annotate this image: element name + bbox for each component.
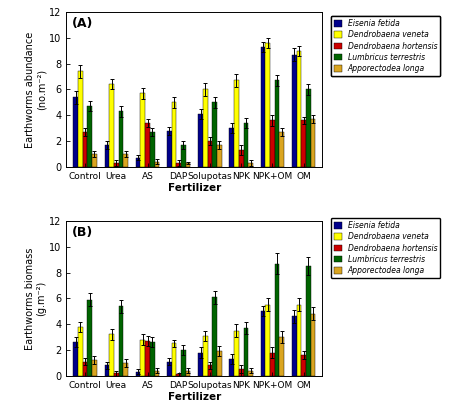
Bar [114, 163, 118, 167]
Y-axis label: Earthworms biomass
(g.m⁻²): Earthworms biomass (g.m⁻²) [25, 247, 46, 349]
Bar [186, 163, 191, 167]
Bar [123, 363, 128, 376]
Bar [265, 305, 270, 376]
Bar [92, 360, 97, 376]
Bar [310, 119, 315, 167]
Bar [297, 51, 301, 167]
Bar [114, 373, 118, 376]
Bar [208, 141, 212, 167]
X-axis label: Fertilizer: Fertilizer [168, 183, 221, 194]
Bar [265, 43, 270, 167]
Bar [212, 102, 217, 167]
Bar [208, 365, 212, 376]
Bar [73, 97, 78, 167]
Bar [234, 330, 239, 376]
Bar [234, 80, 239, 167]
Bar [109, 335, 114, 376]
Bar [87, 106, 92, 167]
Bar [310, 314, 315, 376]
Bar [248, 370, 253, 376]
Text: (B): (B) [72, 226, 93, 239]
Bar [87, 300, 92, 376]
Bar [203, 336, 208, 376]
Bar [92, 154, 97, 167]
Bar [136, 158, 140, 167]
Bar [167, 131, 172, 167]
Bar [145, 123, 150, 167]
Bar [167, 362, 172, 376]
Bar [244, 328, 248, 376]
Bar [270, 120, 275, 167]
Legend: Eisenia fetida, Dendrobaena veneta, Dendrobaena hortensis, Lumbricus terrestris,: Eisenia fetida, Dendrobaena veneta, Dend… [331, 16, 440, 76]
Bar [78, 327, 83, 376]
Bar [150, 132, 155, 167]
Bar [83, 132, 87, 167]
Bar [297, 305, 301, 376]
Bar [155, 370, 159, 376]
Bar [275, 263, 279, 376]
Bar [248, 163, 253, 167]
Bar [140, 340, 145, 376]
Bar [217, 145, 222, 167]
Bar [261, 311, 265, 376]
Bar [145, 341, 150, 376]
Bar [181, 145, 186, 167]
Bar [292, 55, 297, 167]
Bar [186, 370, 191, 376]
Bar [301, 355, 306, 376]
Bar [306, 89, 310, 167]
Bar [150, 342, 155, 376]
Bar [118, 306, 123, 376]
Bar [172, 343, 176, 376]
Y-axis label: Earthworms abundance
(no.m⁻²): Earthworms abundance (no.m⁻²) [25, 32, 46, 147]
Bar [279, 132, 284, 167]
Bar [118, 112, 123, 167]
Bar [229, 359, 234, 376]
X-axis label: Fertilizer: Fertilizer [168, 392, 221, 402]
Bar [198, 114, 203, 167]
Bar [239, 150, 244, 167]
Bar [203, 89, 208, 167]
Bar [136, 372, 140, 376]
Bar [244, 123, 248, 167]
Bar [275, 80, 279, 167]
Bar [176, 375, 181, 376]
Legend: Eisenia fetida, Dendrobaena veneta, Dendrobaena hortensis, Lumbricus terrestris,: Eisenia fetida, Dendrobaena veneta, Dend… [331, 218, 440, 278]
Bar [239, 369, 244, 376]
Bar [78, 72, 83, 167]
Bar [140, 93, 145, 167]
Bar [229, 128, 234, 167]
Bar [198, 353, 203, 376]
Bar [217, 351, 222, 376]
Bar [292, 316, 297, 376]
Bar [105, 365, 109, 376]
Bar [83, 362, 87, 376]
Bar [181, 350, 186, 376]
Bar [301, 120, 306, 167]
Bar [123, 154, 128, 167]
Bar [172, 102, 176, 167]
Bar [279, 337, 284, 376]
Bar [155, 162, 159, 167]
Text: (A): (A) [72, 17, 93, 30]
Bar [109, 84, 114, 167]
Bar [105, 145, 109, 167]
Bar [306, 266, 310, 376]
Bar [212, 297, 217, 376]
Bar [270, 353, 275, 376]
Bar [176, 163, 181, 167]
Bar [73, 342, 78, 376]
Bar [261, 47, 265, 167]
